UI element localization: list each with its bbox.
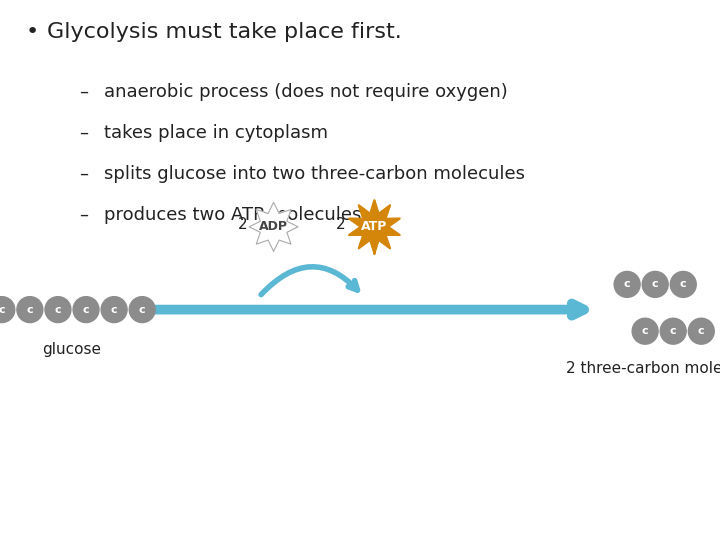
Text: –: – bbox=[79, 165, 89, 183]
Text: c: c bbox=[670, 326, 677, 336]
Circle shape bbox=[0, 296, 14, 322]
Circle shape bbox=[17, 296, 43, 322]
Circle shape bbox=[73, 296, 99, 322]
Circle shape bbox=[688, 318, 714, 344]
Circle shape bbox=[660, 318, 686, 344]
Text: anaerobic process (does not require oxygen): anaerobic process (does not require oxyg… bbox=[104, 83, 508, 101]
Text: c: c bbox=[624, 279, 631, 289]
Circle shape bbox=[45, 296, 71, 322]
Text: c: c bbox=[55, 305, 61, 315]
Text: 2: 2 bbox=[238, 217, 248, 232]
Text: –: – bbox=[79, 124, 89, 142]
Text: takes place in cytoplasm: takes place in cytoplasm bbox=[104, 124, 328, 142]
Text: ADP: ADP bbox=[259, 220, 288, 233]
Circle shape bbox=[130, 296, 156, 322]
Text: c: c bbox=[0, 305, 5, 315]
Text: Glycolysis must take place first.: Glycolysis must take place first. bbox=[47, 22, 402, 42]
Text: –: – bbox=[79, 206, 89, 224]
Text: c: c bbox=[83, 305, 89, 315]
Text: produces two ATP molecules: produces two ATP molecules bbox=[104, 206, 361, 224]
Text: c: c bbox=[652, 279, 659, 289]
Text: c: c bbox=[698, 326, 705, 336]
Text: 2 three-carbon molecules: 2 three-carbon molecules bbox=[566, 361, 720, 376]
FancyArrowPatch shape bbox=[261, 267, 357, 295]
Text: c: c bbox=[111, 305, 117, 315]
Text: c: c bbox=[680, 279, 687, 289]
Circle shape bbox=[101, 296, 127, 322]
Text: c: c bbox=[139, 305, 145, 315]
Text: splits glucose into two three-carbon molecules: splits glucose into two three-carbon mol… bbox=[104, 165, 526, 183]
Text: –: – bbox=[79, 83, 89, 101]
Text: •: • bbox=[25, 22, 38, 42]
Circle shape bbox=[642, 272, 668, 298]
Text: ATP: ATP bbox=[361, 220, 387, 233]
Text: 2: 2 bbox=[336, 217, 346, 232]
Polygon shape bbox=[349, 200, 400, 253]
Polygon shape bbox=[249, 202, 298, 251]
Circle shape bbox=[614, 272, 640, 298]
Text: c: c bbox=[27, 305, 33, 315]
FancyArrowPatch shape bbox=[150, 303, 584, 316]
Text: glucose: glucose bbox=[42, 342, 102, 357]
Circle shape bbox=[670, 272, 696, 298]
Circle shape bbox=[632, 318, 658, 344]
Text: c: c bbox=[642, 326, 649, 336]
